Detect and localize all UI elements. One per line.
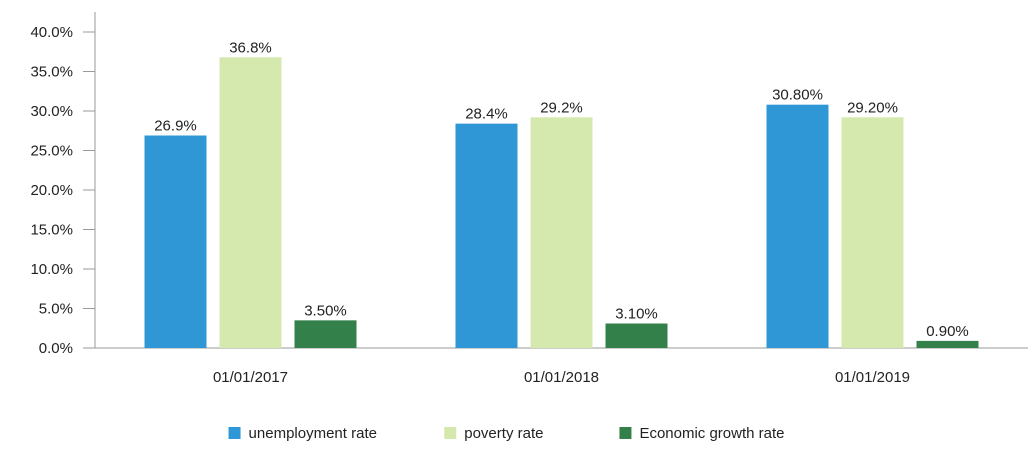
bar [294,320,357,348]
y-tick-label: 10.0% [30,261,73,278]
bars-layer [144,57,979,349]
bar-value-label: 29.2% [540,99,583,116]
y-tick-label: 0.0% [39,340,73,357]
bar [605,323,668,348]
bar-value-label: 36.8% [229,39,272,56]
y-tick-label: 40.0% [30,24,73,41]
bar [219,57,282,348]
bar-value-label: 0.90% [926,323,969,340]
bar-value-label: 30.80% [772,87,823,104]
data-labels: 26.9% 36.8% 3.50% 28.4% 29.2% 3.10% 30.80% 29.2… [154,39,969,340]
x-category-label: 01/01/2019 [835,369,910,386]
legend-label: unemployment rate [249,425,377,442]
bar-value-label: 3.10% [615,306,658,323]
y-tick-label: 15.0% [30,222,73,239]
bar [916,340,979,348]
x-axis-categories: 01/01/2017 01/01/2018 01/01/2019 [213,369,910,386]
legend-label: Economic growth rate [639,425,784,442]
x-category-label: 01/01/2017 [213,369,288,386]
legend: unemployment rate poverty rate Economic gr… [228,425,785,442]
bar [144,135,207,348]
bar [530,117,593,348]
bar [841,117,904,348]
legend-label: poverty rate [464,425,543,442]
y-tick-label: 30.0% [30,103,73,120]
bar [455,123,518,348]
bar-value-label: 26.9% [154,117,197,134]
y-tick-label: 35.0% [30,64,73,81]
y-tick-label: 5.0% [39,301,73,318]
bar-value-label: 29.20% [847,99,898,116]
bar-value-label: 3.50% [304,302,347,319]
legend-swatch [619,427,632,439]
y-axis-ticks: 0.0% 5.0% 10.0% 15.0% 20.0% 25.0% 30.0% 35.0% 40… [30,24,95,357]
y-tick-label: 20.0% [30,182,73,199]
bar-value-label: 28.4% [465,106,508,123]
legend-swatch [444,427,457,439]
bar [766,104,829,349]
legend-swatch [228,427,241,439]
x-category-label: 01/01/2018 [524,369,599,386]
y-tick-label: 25.0% [30,143,73,160]
